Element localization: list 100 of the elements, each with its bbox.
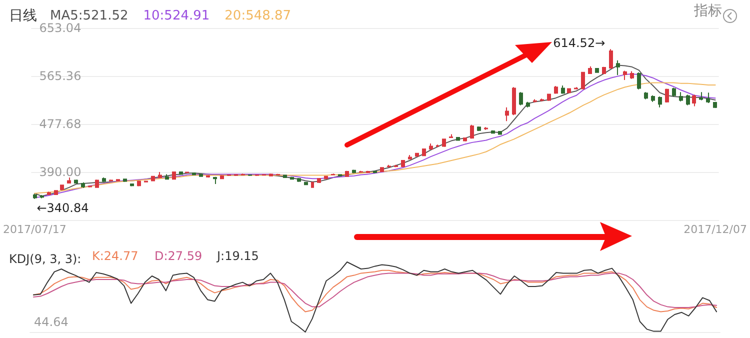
candlestick	[637, 72, 641, 90]
candlestick	[137, 180, 141, 187]
candlestick	[408, 154, 412, 160]
candlestick	[630, 70, 634, 80]
candlestick	[616, 60, 620, 76]
candlestick	[581, 71, 585, 90]
candlestick	[422, 148, 426, 157]
candlestick	[345, 170, 349, 178]
series-label: J:19.15	[216, 249, 259, 263]
candlestick	[623, 70, 627, 81]
candlestick	[130, 182, 134, 187]
legend-title: KDJ(9, 3, 3):	[9, 252, 82, 266]
candlestick	[324, 175, 328, 180]
candlestick	[692, 94, 696, 107]
candlestick	[373, 170, 377, 174]
candlestick	[60, 184, 64, 191]
candlestick	[304, 181, 308, 186]
candlestick	[241, 173, 245, 176]
candlestick	[283, 174, 287, 179]
candlestick	[255, 174, 259, 176]
candlestick	[658, 96, 662, 108]
candlestick	[227, 174, 231, 176]
candlestick	[74, 179, 78, 184]
candlestick	[67, 176, 71, 184]
candlestick	[554, 86, 558, 94]
annotation: 614.52→	[553, 36, 606, 50]
candlestick	[679, 92, 683, 102]
candlestick	[588, 66, 592, 75]
annotation: ←340.84	[36, 200, 89, 215]
candlestick	[54, 190, 58, 196]
candlestick	[609, 48, 613, 70]
candlestick	[95, 179, 99, 188]
candlestick	[338, 174, 342, 177]
candlestick	[512, 86, 516, 116]
candlestick	[331, 173, 335, 176]
candlestick	[595, 67, 599, 74]
candlestick	[574, 86, 578, 90]
candlestick	[401, 159, 405, 168]
y-tick-label: 653.04	[39, 21, 82, 35]
candlestick	[380, 166, 384, 172]
candlestick	[172, 170, 176, 180]
candlestick	[394, 164, 398, 168]
candlestick	[359, 170, 363, 174]
candlestick	[81, 182, 85, 188]
candlestick	[706, 92, 710, 104]
candlestick	[158, 172, 162, 179]
candlestick	[311, 181, 314, 188]
candlestick	[456, 136, 460, 142]
candlestick	[665, 88, 669, 103]
candlestick	[526, 101, 530, 108]
annotation: 44.64	[34, 315, 68, 329]
candlestick	[547, 93, 551, 102]
candlestick	[567, 88, 571, 94]
candlestick	[449, 134, 453, 139]
candlestick	[220, 174, 224, 180]
candlestick	[234, 174, 238, 176]
x-tick-label: 2017/07/17	[2, 223, 66, 236]
candlestick	[561, 85, 565, 94]
candlestick	[109, 179, 113, 182]
candlestick	[699, 92, 703, 101]
candlestick	[213, 176, 217, 185]
candlestick	[165, 174, 169, 180]
text: MA5:521.52	[50, 8, 128, 24]
candlestick	[248, 174, 252, 176]
candlestick	[470, 124, 474, 140]
candlestick	[442, 138, 446, 148]
candlestick	[352, 169, 356, 174]
candlestick	[123, 178, 127, 182]
y-tick-label: 477.68	[39, 117, 82, 131]
candlestick	[185, 171, 189, 174]
candlestick	[644, 92, 648, 100]
series-label: K:24.77	[92, 249, 138, 263]
candlestick	[672, 87, 676, 97]
candlestick	[151, 175, 155, 182]
candlestick	[116, 178, 120, 182]
candlestick	[429, 143, 433, 150]
candlestick	[602, 66, 606, 75]
candlestick	[477, 126, 481, 132]
candlestick	[290, 176, 294, 180]
text: 指标	[693, 3, 722, 19]
candlestick	[498, 130, 502, 136]
candlestick	[519, 92, 523, 106]
candlestick	[144, 180, 148, 183]
candlestick	[276, 173, 280, 176]
candlestick	[317, 178, 321, 184]
candlestick	[387, 164, 391, 168]
chart-title: 日线	[9, 8, 37, 24]
candlestick	[651, 94, 655, 102]
candlestick	[47, 191, 51, 196]
x-tick-label: 2017/12/07	[684, 223, 748, 236]
y-tick-label: 390.00	[39, 165, 82, 179]
candlestick	[491, 130, 495, 134]
candlestick	[102, 176, 106, 182]
candlestick	[199, 173, 203, 178]
candlestick	[366, 170, 370, 174]
candlestick	[88, 185, 92, 188]
text: 20:548.87	[224, 8, 292, 24]
candlestick	[436, 144, 439, 148]
candlestick	[297, 178, 301, 182]
candlestick	[540, 98, 544, 102]
